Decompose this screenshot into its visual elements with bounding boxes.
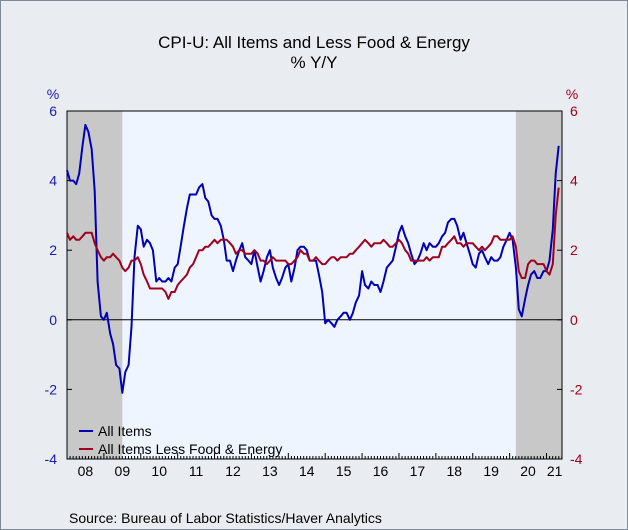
x-tick-label: 09	[115, 463, 131, 479]
x-tick-label: 15	[336, 463, 352, 479]
x-tick-label: 17	[410, 463, 426, 479]
x-tick-label: 13	[262, 463, 278, 479]
y-tick-label-left: 2	[49, 242, 57, 258]
y-axis-unit-left: %	[47, 86, 59, 102]
x-tick-label: 14	[299, 463, 315, 479]
y-tick-label-left: -2	[45, 381, 58, 397]
y-tick-label-right: 2	[570, 242, 578, 258]
y-tick-label-right: 6	[570, 103, 578, 119]
x-tick-label: 10	[151, 463, 167, 479]
x-tick-label: 21	[547, 463, 563, 479]
x-tick-label: 11	[189, 463, 204, 479]
y-tick-label-right: 0	[570, 312, 578, 328]
y-tick-label-left: 4	[49, 173, 57, 189]
plot-frame	[66, 110, 563, 460]
recession-shading-1	[515, 111, 562, 459]
legend-label-1: All Items Less Food & Energy	[98, 441, 282, 457]
y-tick-label-right: 4	[570, 173, 578, 189]
x-tick-label: 08	[78, 463, 94, 479]
plot-area	[67, 111, 562, 459]
y-tick-label-right: -2	[570, 381, 583, 397]
y-tick-label-left: 6	[49, 103, 57, 119]
recession-shading-0	[67, 111, 123, 459]
x-tick-label: 12	[225, 463, 241, 479]
x-tick-label: 19	[483, 463, 499, 479]
y-tick-label-left: 0	[49, 312, 57, 328]
series-line-1	[66, 187, 560, 300]
x-tick-label: 18	[447, 463, 463, 479]
source-note: Source: Bureau of Labor Statistics/Haver…	[69, 510, 382, 526]
chart-title: CPI-U: All Items and Less Food & Energy	[158, 33, 470, 52]
x-tick-label: 16	[373, 463, 389, 479]
x-tick-label: 20	[520, 463, 536, 479]
legend-label-0: All Items	[98, 423, 152, 439]
y-tick-label-right: -4	[570, 451, 583, 467]
y-axis-unit-right: %	[566, 86, 578, 102]
y-tick-label-left: -4	[45, 451, 58, 467]
chart-subtitle: % Y/Y	[290, 53, 338, 72]
